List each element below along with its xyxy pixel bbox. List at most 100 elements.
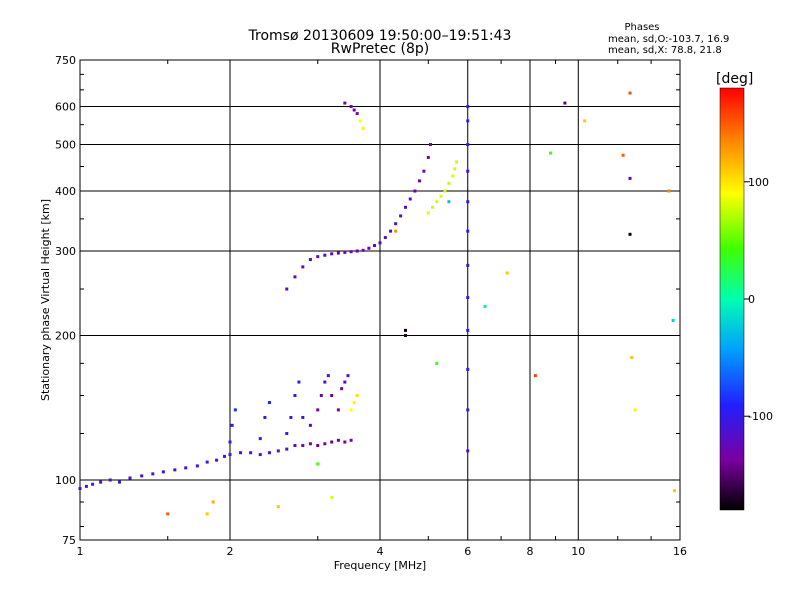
data-point <box>466 408 470 412</box>
data-point <box>84 484 88 488</box>
data-point <box>343 440 347 444</box>
data-point <box>233 408 237 412</box>
data-point <box>583 119 587 123</box>
x-axis-label: Frequency [MHz] <box>334 559 426 572</box>
data-point <box>443 189 447 193</box>
data-point <box>466 449 470 453</box>
data-point <box>413 189 417 193</box>
data-point <box>447 181 451 185</box>
data-point <box>285 447 289 451</box>
data-point <box>151 472 155 476</box>
data-point <box>128 476 132 480</box>
data-point <box>293 275 297 279</box>
data-point <box>211 500 215 504</box>
data-point <box>343 250 347 254</box>
data-point <box>239 451 243 455</box>
y-tick-label: 600 <box>55 101 76 114</box>
data-point <box>389 229 393 233</box>
data-point <box>316 255 320 259</box>
data-point <box>383 236 387 240</box>
data-point <box>330 252 334 256</box>
y-tick-label: 300 <box>55 245 76 258</box>
data-point <box>399 214 403 218</box>
data-point <box>99 480 103 484</box>
data-point <box>671 318 675 322</box>
data-point <box>466 169 470 173</box>
colorbar-label: [deg] <box>716 71 753 87</box>
y-tick-label: 100 <box>55 474 76 487</box>
data-point <box>466 367 470 371</box>
y-axis-label: Stationary phase Virtual Height [km] <box>39 199 52 401</box>
data-point <box>117 480 121 484</box>
data-point <box>308 442 312 446</box>
data-point <box>455 160 459 164</box>
data-point <box>276 505 280 509</box>
x-tick-label: 16 <box>673 545 687 558</box>
data-point <box>308 258 312 262</box>
data-point <box>326 374 330 378</box>
data-point <box>276 449 280 453</box>
data-point <box>447 200 451 204</box>
data-point <box>431 205 435 209</box>
data-point <box>267 401 271 405</box>
data-point <box>628 91 632 95</box>
data-point <box>453 167 457 171</box>
data-point <box>330 440 334 444</box>
data-point <box>161 470 165 474</box>
data-point <box>346 374 350 378</box>
data-point <box>297 380 301 384</box>
data-point <box>330 394 334 398</box>
data-points <box>78 91 677 516</box>
data-point <box>173 468 177 472</box>
data-point <box>373 244 377 248</box>
data-point <box>403 205 407 209</box>
data-point <box>352 108 356 112</box>
data-point <box>435 200 439 204</box>
data-point <box>628 176 632 180</box>
data-point <box>336 438 340 442</box>
data-point <box>394 229 398 233</box>
data-point <box>361 248 365 252</box>
data-point <box>230 423 234 427</box>
data-point <box>316 444 320 448</box>
data-point <box>355 249 359 253</box>
data-point <box>466 200 470 204</box>
data-point <box>417 179 421 183</box>
data-point <box>308 423 312 427</box>
data-point <box>343 380 347 384</box>
data-point <box>426 211 430 215</box>
data-point <box>466 105 470 109</box>
data-point <box>78 487 82 491</box>
data-point <box>316 408 320 412</box>
data-point <box>301 444 305 448</box>
data-point <box>358 119 362 123</box>
data-point <box>249 451 253 455</box>
data-point <box>349 438 353 442</box>
x-tick-label: 10 <box>571 545 585 558</box>
data-point <box>336 251 340 255</box>
x-tick-label: 2 <box>227 545 234 558</box>
colorbar <box>719 87 745 511</box>
data-point <box>426 155 430 159</box>
data-point <box>466 296 470 300</box>
data-point <box>466 328 470 332</box>
x-tick-label: 1 <box>77 545 84 558</box>
data-point <box>323 380 327 384</box>
data-point <box>195 464 199 468</box>
colorbar-tick-label: 0 <box>748 293 755 306</box>
data-point <box>667 189 671 193</box>
data-point <box>483 304 487 308</box>
x-tick-label: 4 <box>377 545 384 558</box>
data-point <box>319 394 323 398</box>
data-point <box>408 197 412 201</box>
data-point <box>355 394 359 398</box>
data-point <box>466 119 470 123</box>
y-tick-label: 400 <box>55 185 76 198</box>
data-point <box>316 462 320 466</box>
data-point <box>378 241 382 245</box>
data-point <box>352 401 356 405</box>
data-point <box>466 143 470 147</box>
axis-ticks: 1 2 4 6 8 10 16 75 100 200 300 400 500 600 750 <box>55 54 687 558</box>
data-point <box>466 229 470 233</box>
data-point <box>184 466 188 470</box>
